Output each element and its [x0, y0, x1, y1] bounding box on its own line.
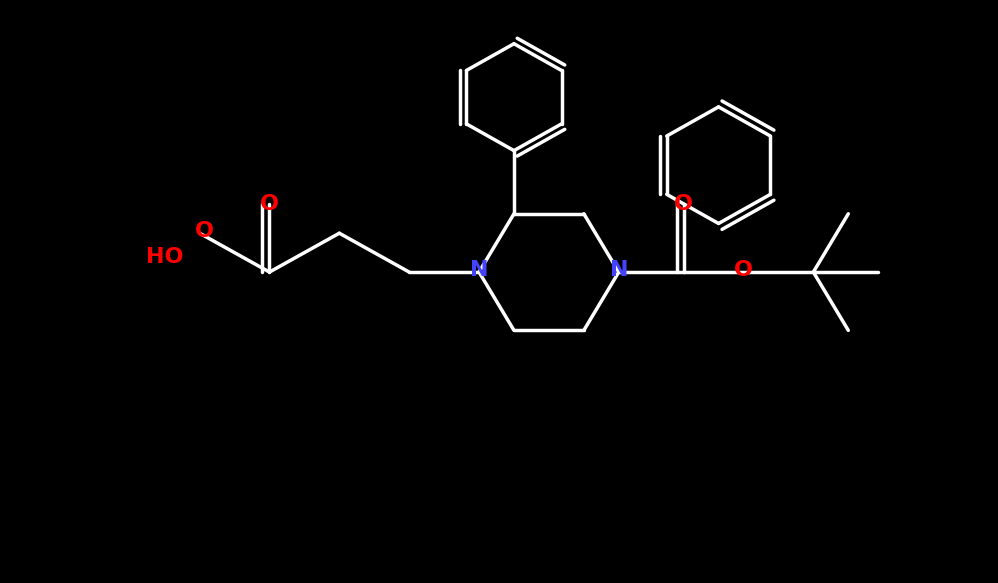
Text: N: N	[470, 260, 488, 280]
Text: O: O	[259, 194, 279, 214]
Text: O: O	[674, 194, 694, 214]
Text: HO: HO	[146, 248, 184, 268]
Text: O: O	[195, 222, 215, 241]
Text: O: O	[734, 260, 753, 280]
Text: N: N	[610, 260, 628, 280]
